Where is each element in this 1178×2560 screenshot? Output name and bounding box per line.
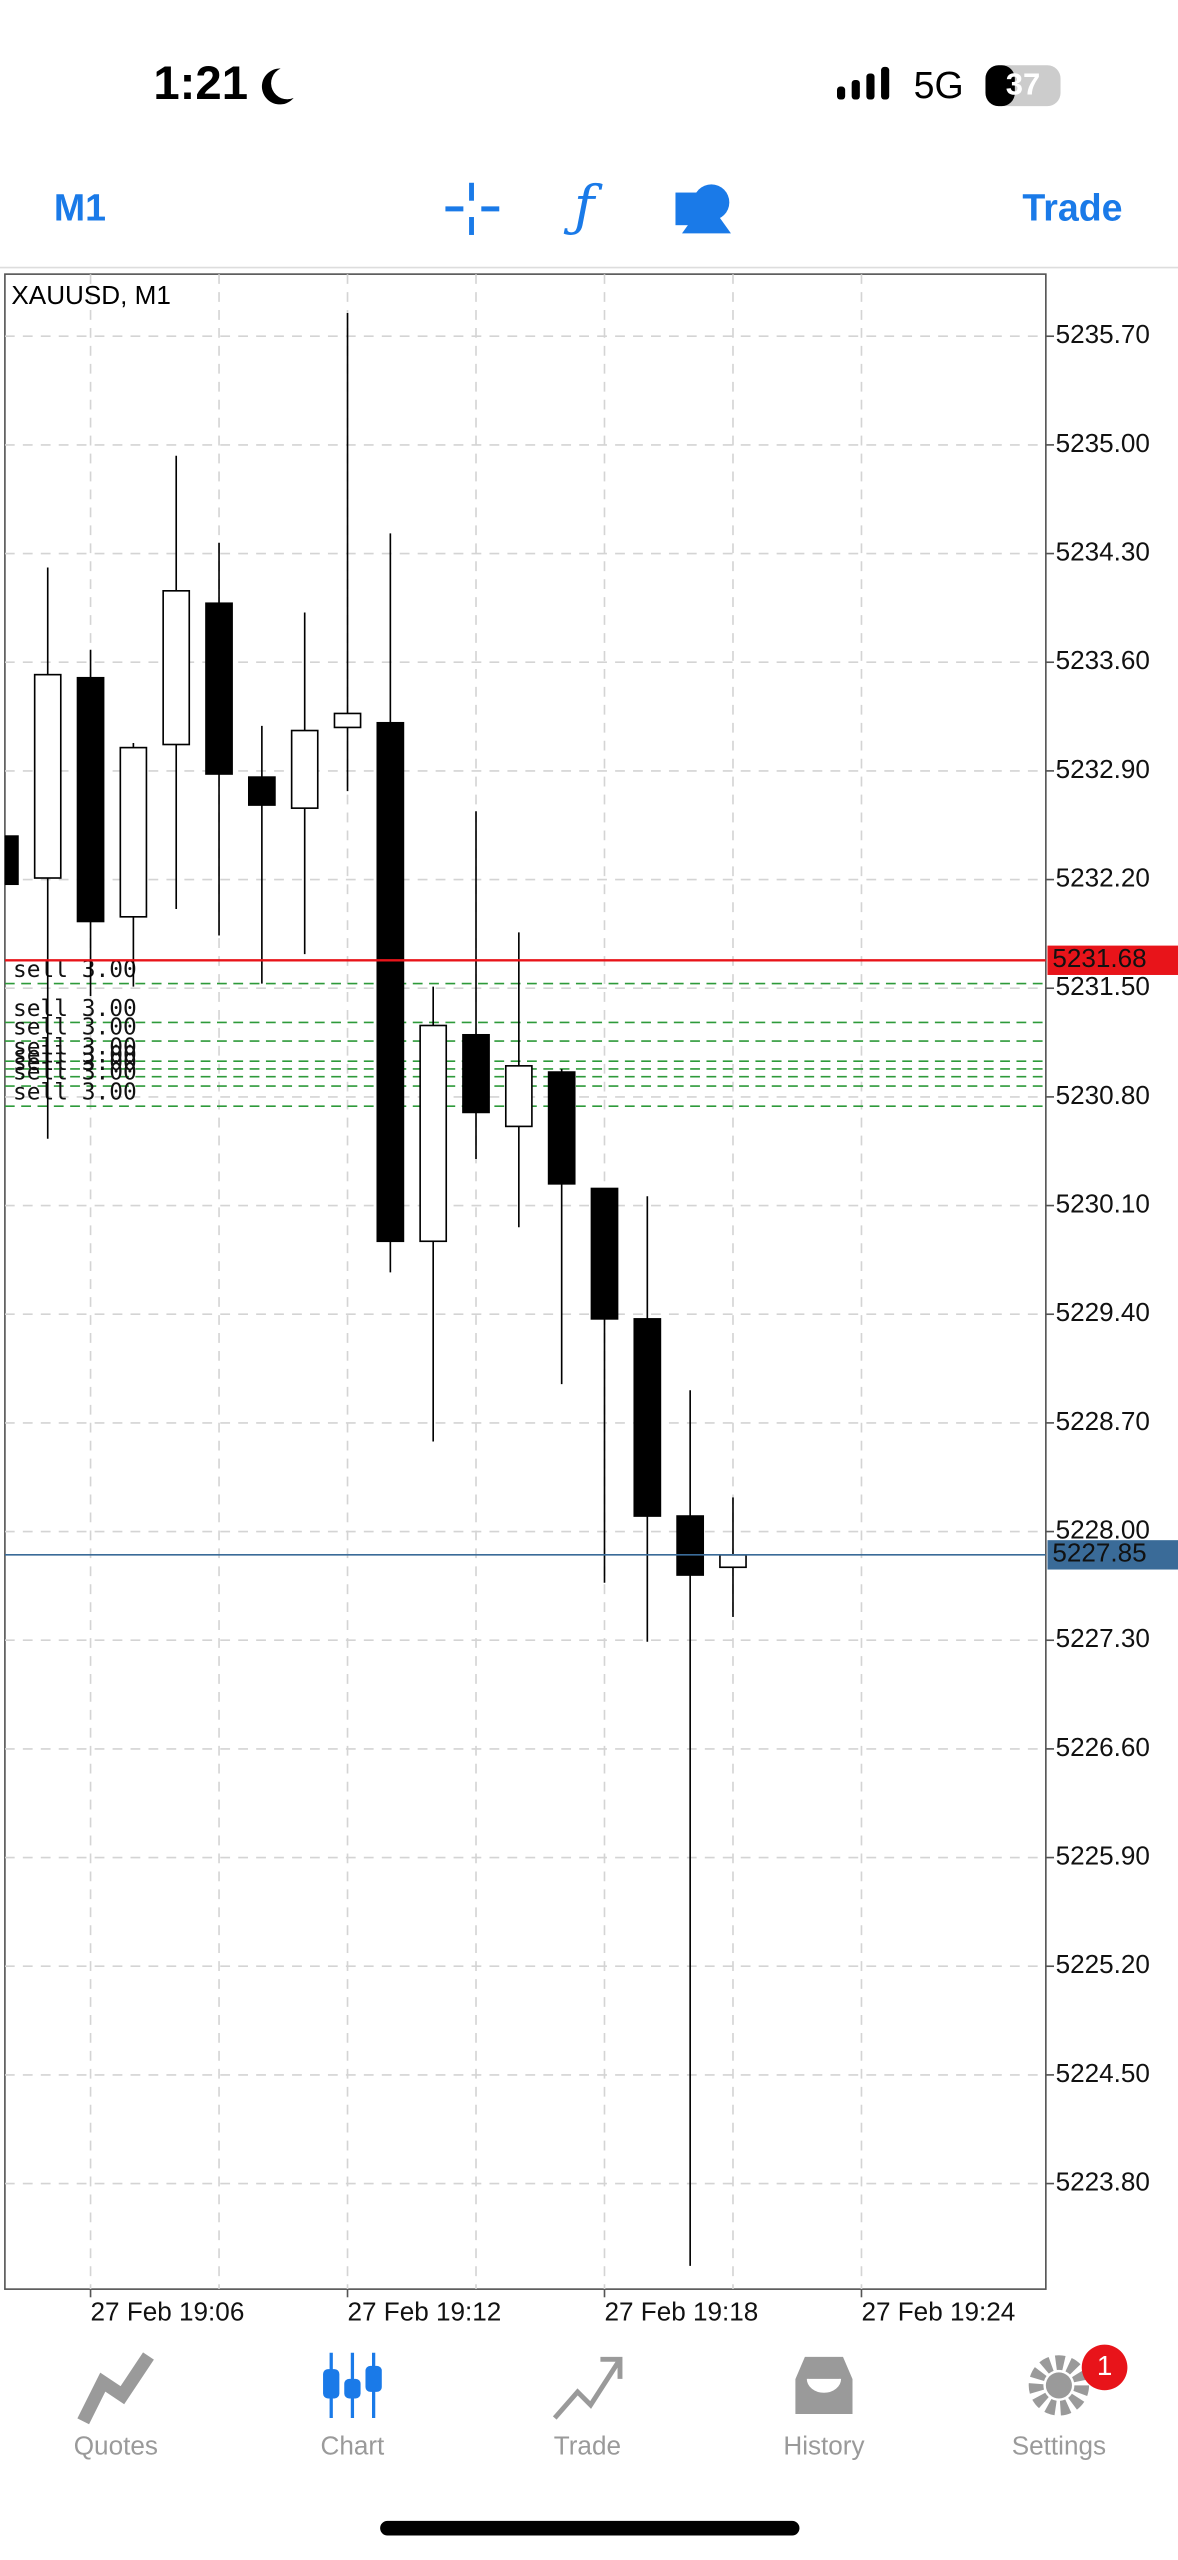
crosshair-button[interactable] [445, 182, 500, 235]
x-tick-label: 27 Feb 19:24 [861, 2296, 1015, 2326]
y-tick-label: 5235.70 [1056, 319, 1150, 349]
moon-icon [261, 68, 294, 105]
tab-label[interactable]: Quotes [74, 2430, 158, 2460]
order-label: sell 3.00 [13, 1059, 137, 1085]
candle-body [162, 590, 191, 746]
y-tick-label: 5233.60 [1056, 645, 1150, 675]
bid-label: 5227.85 [1052, 1538, 1146, 1568]
quotes-icon [77, 2352, 154, 2425]
tab[interactable] [323, 2352, 382, 2419]
y-tick-label: 5224.50 [1056, 2058, 1150, 2088]
candle-body [719, 1554, 747, 1569]
tab-label[interactable]: Settings [1012, 2430, 1106, 2460]
candle-body [504, 1065, 533, 1128]
chart-frame [4, 273, 1047, 2290]
settings-icon-hub [1045, 2372, 1072, 2399]
order-label: sell 3.00 [13, 1050, 137, 1076]
x-tick-label: 27 Feb 19:06 [91, 2296, 245, 2326]
y-tick-label: 5225.20 [1056, 1949, 1150, 1979]
y-tick-label: 5232.20 [1056, 862, 1150, 892]
y-tick-label: 5229.40 [1056, 1297, 1150, 1327]
signal-icon [837, 66, 890, 100]
ask-label: 5231.68 [1052, 943, 1146, 973]
candle-body [33, 673, 62, 879]
order-label: sell 3.00 [13, 1080, 137, 1106]
order-label: sell 3.00 [13, 1042, 137, 1068]
candle-body [333, 712, 362, 729]
chart-icon-body [323, 2369, 340, 2399]
tab-label[interactable]: Trade [554, 2430, 621, 2460]
y-tick-label: 5230.10 [1056, 1188, 1150, 1218]
y-tick-label: 5223.80 [1056, 2166, 1150, 2196]
chart-icon-body [344, 2378, 361, 2399]
tab[interactable] [552, 2356, 623, 2420]
y-tick-label: 5225.90 [1056, 1840, 1150, 1870]
trade-button[interactable]: Trade [1022, 186, 1122, 228]
x-tick-label: 27 Feb 19:12 [348, 2296, 502, 2326]
battery-text: 37 [1006, 67, 1040, 102]
trade-icon [552, 2356, 623, 2420]
indicators-button[interactable]: ƒ [563, 175, 603, 239]
candle-body [205, 602, 233, 775]
y-tick-label: 5228.00 [1056, 1514, 1150, 1544]
tab[interactable] [77, 2352, 154, 2425]
y-tick-label: 5227.30 [1056, 1623, 1150, 1653]
y-tick-label: 5228.70 [1056, 1406, 1150, 1436]
status-time: 1:21 [153, 57, 248, 110]
badge-text: 1 [1097, 2350, 1112, 2381]
order-label: sell 3.00 [13, 1014, 137, 1040]
candle-body [419, 1024, 448, 1243]
battery-level [985, 65, 1015, 107]
history-icon [793, 2355, 855, 2416]
tab-label[interactable]: History [783, 2430, 864, 2460]
candle-body [119, 746, 148, 918]
candle-body [290, 729, 319, 809]
y-tick-label: 5230.80 [1056, 1080, 1150, 1110]
y-tick-label: 5235.00 [1056, 428, 1150, 458]
candle-body [4, 835, 19, 886]
tab-bar: Quotes Chart Trade History Settings 1 [74, 2344, 1128, 2460]
settings-icon [1028, 2355, 1090, 2416]
chart-icon-body [365, 2365, 382, 2392]
candle-body [590, 1187, 619, 1320]
tab-label[interactable]: Chart [321, 2430, 386, 2460]
objects-button[interactable] [675, 184, 731, 234]
candle-body [76, 676, 105, 923]
chart-title: XAUUSD, M1 [11, 280, 171, 310]
order-label: sell 3.00 [13, 996, 137, 1022]
y-tick-label: 5226.60 [1056, 1732, 1150, 1762]
order-label: sell 3.00 [13, 1035, 137, 1061]
candle-body [633, 1318, 662, 1517]
candle-body [247, 776, 276, 806]
candle-body [547, 1071, 576, 1185]
home-indicator [380, 2520, 800, 2536]
network: 5G [914, 64, 964, 106]
tab[interactable] [1028, 2355, 1090, 2416]
badge [1081, 2344, 1128, 2391]
x-tick-label: 27 Feb 19:18 [605, 2296, 759, 2326]
y-tick-label: 5231.50 [1056, 971, 1150, 1001]
tab[interactable] [793, 2355, 855, 2416]
timeframe-button[interactable]: M1 [54, 186, 106, 228]
candle-body [462, 1033, 490, 1114]
y-tick-label: 5232.90 [1056, 754, 1150, 784]
candle-body [676, 1515, 705, 1576]
y-tick-label: 5234.30 [1056, 536, 1150, 566]
ask-label-box [1047, 945, 1178, 975]
bid-label-box [1047, 1540, 1178, 1570]
candle-body [376, 721, 405, 1243]
